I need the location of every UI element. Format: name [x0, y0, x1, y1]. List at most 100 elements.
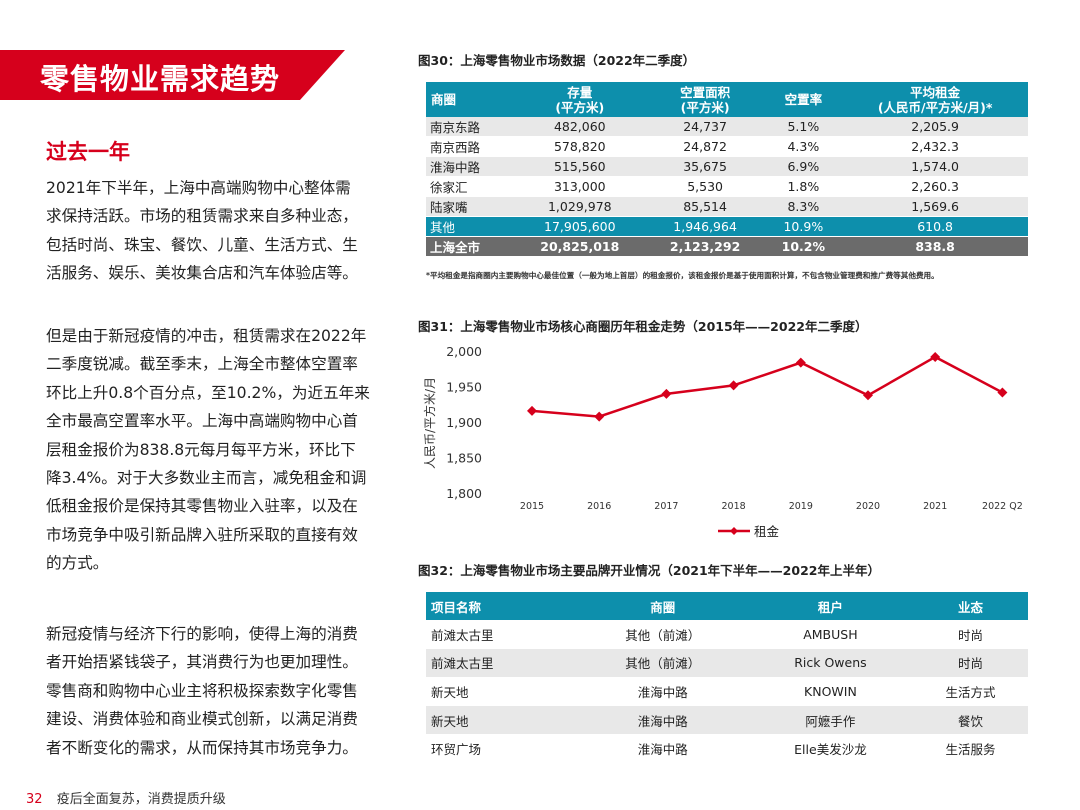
data-point [863, 390, 873, 401]
table-cell: 新天地 [426, 677, 578, 706]
table-row: 南京西路 578,820 24,872 4.3% 2,432.3 [426, 136, 1028, 157]
table-row: 前滩太古里 其他（前滩） AMBUSH 时尚 [426, 620, 1028, 649]
page-number: 32 [26, 792, 43, 807]
y-tick-label: 1,850 [446, 451, 482, 466]
text-line: 低租金报价是保持其零售物业入驻率，以及在 [46, 497, 358, 516]
table-row: 陆家嘴 1,029,978 85,514 8.3% 1,569.6 [426, 196, 1028, 217]
x-tick-label: 2017 [654, 501, 678, 512]
table-cell: 淮海中路 [426, 156, 514, 177]
section-banner: 零售物业需求趋势 [0, 50, 345, 100]
table-cell: 2,432.3 [842, 136, 1028, 157]
paragraph-2: 但是由于新冠疫情的冲击，租赁需求在2022年 二季度锐减。截至季末，上海全市整体… [46, 322, 381, 578]
table-cell: 35,675 [645, 156, 765, 177]
text-line: 全市最高空置率水平。上海中高端购物中心首 [46, 412, 358, 431]
table-cell: 上海全市 [426, 236, 514, 257]
table-cell: 南京东路 [426, 117, 514, 137]
column-header: 空置率 [764, 82, 843, 117]
table-cell: 1,574.0 [842, 156, 1028, 177]
table-cell: 时尚 [912, 648, 1028, 678]
table-cell: 2,205.9 [842, 117, 1028, 137]
table-cell: 2,123,292 [645, 236, 765, 257]
rent-trend-chart: 1,800 1,850 1,900 1,950 2,000 人民币/平方米/月 2015 20… [422, 344, 1023, 539]
data-point [661, 388, 672, 399]
table-cell: 生活服务 [912, 734, 1028, 763]
table-cell: 610.8 [842, 216, 1028, 237]
x-tick-label: 2021 [923, 501, 947, 512]
section-heading: 过去一年 [46, 140, 130, 164]
x-tick-label: 2019 [789, 501, 813, 512]
column-header: 业态 [912, 592, 1028, 620]
table-cell: 1,569.6 [842, 196, 1028, 217]
table-footnote: *平均租金是指商圈内主要购物中心最佳位置（一般为地上首层）的租金报价，该租金报价… [426, 271, 939, 280]
table-cell: 陆家嘴 [426, 196, 514, 217]
table-cell: 前滩太古里 [426, 648, 578, 678]
table-cell: 578,820 [513, 136, 646, 157]
table-row: 徐家汇 313,000 5,530 1.8% 2,260.3 [426, 176, 1028, 197]
table-cell: 24,872 [645, 136, 765, 157]
text-line: 新冠疫情与经济下行的影响，使得上海的消费 [46, 625, 358, 643]
text-line: 者不断变化的需求，从而保持其市场竞争力。 [46, 738, 358, 757]
text-line: 层租金报价为838.8元每月每平方米，环比下 [46, 440, 356, 459]
table-cell: 徐家汇 [426, 176, 514, 197]
data-point [997, 387, 1008, 398]
figure-32-title: 图32：上海零售物业市场主要品牌开业情况（2021年下半年——2022年上半年） [418, 563, 880, 578]
table-cell: 淮海中路 [577, 705, 748, 735]
y-axis-label: 人民币/平方米/月 [422, 377, 437, 469]
table-cell: 5,530 [645, 176, 765, 197]
data-point [795, 357, 806, 368]
data-point [594, 411, 605, 422]
paragraph-1: 2021年下半年，上海中高端购物中心整体需 求保持活跃。市场的租赁需求来自多种业… [46, 174, 381, 288]
table-cell: 5.1% [764, 117, 843, 137]
text-line: 二季度锐减。截至季末，上海全市整体空置率 [46, 355, 358, 374]
table-cell: 313,000 [513, 176, 646, 197]
table-cell: 482,060 [513, 117, 646, 137]
table-row: 其他 17,905,600 1,946,964 10.9% 610.8 [426, 216, 1028, 237]
text-line: 建设、消费体验和商业模式创新，以满足消费 [46, 710, 358, 729]
y-tick-label: 2,000 [446, 344, 482, 359]
column-header: 存量 (平方米) [513, 82, 646, 117]
table-cell: Elle美发沙龙 [747, 734, 913, 763]
text-line: 者开始捂紧钱袋子，其消费行为也更加理性。 [46, 653, 358, 672]
x-tick-label: 2020 [856, 501, 880, 512]
y-tick-label: 1,950 [446, 380, 482, 395]
table-cell: 其他 [426, 216, 514, 237]
table-row: 上海全市 20,825,018 2,123,292 10.2% 838.8 [426, 236, 1028, 257]
table-cell: 85,514 [645, 196, 765, 217]
table-cell: 4.3% [764, 136, 843, 157]
table-cell: 新天地 [426, 705, 578, 735]
column-header: 项目名称 [426, 592, 578, 620]
column-header: 商圈 [577, 592, 748, 620]
legend-label: 租金 [754, 524, 780, 539]
text-line: 求保持活跃。市场的租赁需求来自多种业态， [46, 207, 358, 226]
table-cell: 1.8% [764, 176, 843, 197]
table-cell: 838.8 [842, 236, 1028, 257]
table-row: 新天地 淮海中路 阿嬷手作 餐饮 [426, 705, 1028, 735]
column-header: 租户 [747, 592, 913, 620]
table-cell: Rick Owens [747, 648, 913, 678]
table-cell: 前滩太古里 [426, 620, 578, 649]
table-cell: 时尚 [912, 620, 1028, 649]
page-footer: 32 疫后全面复苏，消费提质升级 [26, 788, 226, 807]
table-row: 新天地 淮海中路 KNOWIN 生活方式 [426, 677, 1028, 706]
table-cell: 2,260.3 [842, 176, 1028, 197]
table-cell: 515,560 [513, 156, 646, 177]
table-cell: 生活方式 [912, 677, 1028, 706]
paragraph-3: 新冠疫情与经济下行的影响，使得上海的消费 者开始捂紧钱袋子，其消费行为也更加理性… [46, 620, 381, 762]
table-row: 前滩太古里 其他（前滩） Rick Owens 时尚 [426, 648, 1028, 678]
table-row: 环贸广场 淮海中路 Elle美发沙龙 生活服务 [426, 734, 1028, 763]
text-line: 零售商和购物中心业主将积极探索数字化零售 [46, 681, 358, 700]
table-cell: 10.9% [764, 216, 843, 237]
figure-30-title: 图30：上海零售物业市场数据（2022年二季度） [418, 53, 696, 68]
table-cell: AMBUSH [747, 620, 913, 649]
text-line: 但是由于新冠疫情的冲击，租赁需求在2022年 [46, 327, 367, 345]
brand-openings-table: 项目名称 商圈 租户 业态 前滩太古里 其他（前滩） AMBUSH 时尚 前滩太古里 其他（前滩… [426, 592, 1028, 763]
y-tick-label: 1,900 [446, 415, 482, 430]
market-data-table: 商圈 存量 (平方米) 空置面积 (平方米) 空置率 平均租金 (人民币/平方米/月)*… [426, 82, 1028, 257]
table-cell: 餐饮 [912, 705, 1028, 735]
table-cell: 1,946,964 [645, 216, 765, 237]
x-tick-label: 2015 [520, 501, 544, 512]
table-cell: 17,905,600 [513, 216, 646, 237]
table-cell: 南京西路 [426, 136, 514, 157]
text-line: 环比上升0.8个百分点，至10.2%，为近五年来 [46, 383, 370, 402]
data-point [527, 405, 537, 416]
